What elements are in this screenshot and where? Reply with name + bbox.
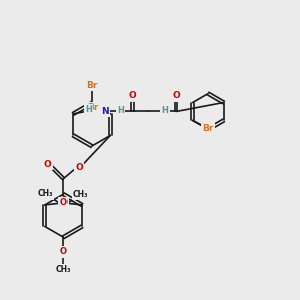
Text: H: H: [161, 106, 168, 115]
Text: O: O: [75, 163, 83, 172]
Text: O: O: [61, 198, 68, 207]
Text: O: O: [59, 198, 66, 207]
Text: CH₃: CH₃: [56, 265, 71, 274]
Text: H: H: [85, 106, 92, 115]
Text: Br: Br: [86, 81, 98, 90]
Text: Br: Br: [202, 124, 214, 133]
Text: O: O: [129, 92, 136, 100]
Text: Br: Br: [87, 103, 98, 112]
Text: N: N: [101, 107, 109, 116]
Text: O: O: [44, 160, 52, 169]
Text: H: H: [117, 106, 124, 115]
Text: O: O: [60, 247, 67, 256]
Text: CH₃: CH₃: [73, 190, 88, 199]
Text: O: O: [172, 92, 180, 100]
Text: CH₃: CH₃: [38, 189, 53, 198]
